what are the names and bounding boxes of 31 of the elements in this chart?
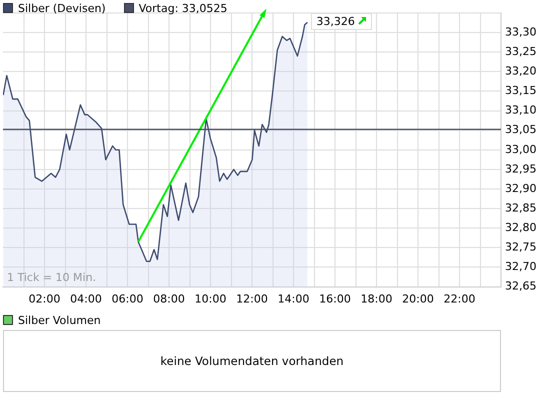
y-tick-label: 33,00 [505, 142, 536, 156]
x-tick-label: 10:00 [194, 292, 226, 306]
x-tick-label: 22:00 [444, 292, 476, 306]
y-tick-label: 32,75 [505, 240, 536, 254]
x-tick-label: 08:00 [153, 292, 185, 306]
x-tick-label: 20:00 [402, 292, 434, 306]
y-tick-label: 33,10 [505, 104, 536, 117]
text: keine Volumendaten vorhanden [160, 354, 344, 368]
x-tick-label: 02:00 [28, 292, 60, 306]
y-tick-label: 33,05 [505, 123, 536, 136]
y-tick-label: 32,65 [505, 280, 536, 293]
annotation: 33,326 [311, 13, 372, 30]
x-tick-label: 12:00 [236, 292, 268, 306]
legend-label: Vortag: 33,0525 [138, 2, 228, 15]
x-tick-label: 16:00 [319, 292, 351, 306]
legend-label: Silber Volumen [17, 314, 101, 327]
legend-label: Silber (Devisen) [17, 2, 106, 15]
x-tick-label: 04:00 [70, 292, 102, 306]
y-tick-label: 33,20 [505, 64, 536, 78]
y-tick-label: 33,15 [505, 84, 536, 98]
y-tick-label: 32,95 [505, 162, 536, 176]
y-tick-label: 32,90 [505, 182, 536, 195]
y-tick-label: 32,85 [505, 201, 536, 214]
x-tick-label: 14:00 [278, 292, 310, 306]
annotation: 1 Tick = 10 Min. [7, 271, 96, 284]
y-tick-label: 33,25 [505, 44, 536, 58]
y-tick-label: 32,70 [505, 260, 536, 274]
x-tick-label: 06:00 [112, 292, 144, 306]
y-tick-label: 33,30 [505, 25, 536, 38]
x-tick-label: 18:00 [360, 292, 392, 306]
y-tick-label: 32,80 [505, 220, 536, 234]
